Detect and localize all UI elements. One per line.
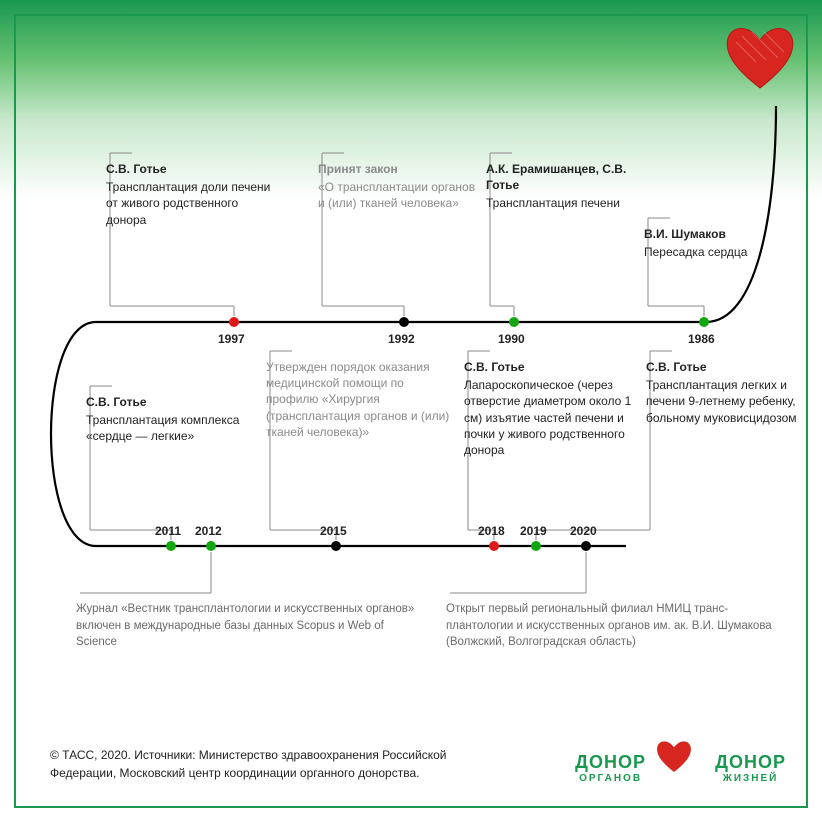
footer-credits: © ТАСС, 2020. Источники: Министерство зд…	[50, 746, 490, 782]
year-label: 1992	[388, 332, 415, 346]
logo-left: ДОНОР ОРГАНОВ	[575, 752, 646, 784]
event-title: С.В. Готье	[106, 161, 276, 177]
timeline-dot	[699, 317, 709, 327]
event-title: А.К. Ерамишанцев, С.В. Готье	[486, 161, 656, 193]
year-label: 2012	[195, 524, 222, 538]
diagram-canvas: 1997 1992 1990 1986 2011 2012 2015 2018 2019 2020…	[16, 16, 806, 806]
year-label: 2020	[570, 524, 597, 538]
event-text: Трансплантация комплекса «сердце — легки…	[86, 412, 241, 444]
event-title: С.В. Готье	[646, 359, 801, 375]
logo-right: ДОНОР ЖИЗНЕЙ	[715, 752, 786, 784]
heart-icon	[654, 739, 694, 778]
heart-icon	[722, 24, 798, 95]
year-label: 2015	[320, 524, 347, 538]
timeline-event: В.И. Шумаков Пересадка сердца	[644, 226, 794, 260]
timeline-event: Утвержден порядок оказа­ния медицинской …	[266, 359, 456, 440]
logo-sub: ЖИЗНЕЙ	[715, 773, 786, 784]
timeline-event: С.В. Готье Трансплантация легких и печени…	[646, 359, 801, 426]
timeline-event: А.К. Ерамишанцев, С.В. Готье Трансплантац…	[486, 161, 656, 212]
event-title: С.В. Готье	[464, 359, 639, 375]
timeline-dot	[581, 541, 591, 551]
event-title: В.И. Шумаков	[644, 226, 794, 242]
year-label: 1990	[498, 332, 525, 346]
year-label: 1997	[218, 332, 245, 346]
year-label: 2019	[520, 524, 547, 538]
event-text: Пересадка сердца	[644, 244, 794, 260]
logo-sub: ОРГАНОВ	[575, 773, 646, 784]
timeline-event: С.В. Готье Трансплантация комплекса «серд…	[86, 394, 241, 445]
timeline-dot	[331, 541, 341, 551]
timeline-dot	[229, 317, 239, 327]
event-text: Утвержден порядок оказа­ния медицинской …	[266, 359, 456, 440]
event-title: Принят закон	[318, 161, 478, 177]
event-text: Трансплантация печени	[486, 195, 656, 211]
timeline-dot	[489, 541, 499, 551]
year-label: 2011	[155, 524, 181, 538]
event-title: С.В. Готье	[86, 394, 241, 410]
timeline-dot	[166, 541, 176, 551]
timeline-dot	[399, 317, 409, 327]
timeline-dot	[206, 541, 216, 551]
event-text: Лапароскопическое (через отверстие диаме…	[464, 377, 639, 458]
timeline-dot	[531, 541, 541, 551]
timeline-dot	[509, 317, 519, 327]
timeline-event: С.В. Готье Трансплантация доли печени от …	[106, 161, 276, 228]
footnote-block: Журнал «Вестник трансплантологии и искус…	[76, 601, 416, 651]
event-text: Трансплантация легких и печени 9-летнему…	[646, 377, 801, 426]
year-label: 2018	[478, 524, 505, 538]
event-text: Трансплантация доли печени от живого род…	[106, 179, 276, 228]
year-label: 1986	[688, 332, 715, 346]
timeline-event: С.В. Готье Лапароскопическое (через отвер…	[464, 359, 639, 458]
footnote-block: Открыт первый региональный филиал НМИЦ т…	[446, 601, 786, 651]
timeline-event: Принят закон «О трансплантации органов и …	[318, 161, 478, 212]
logo-word: ДОНОР	[575, 752, 646, 773]
logo-word: ДОНОР	[715, 752, 786, 773]
event-text: «О трансплантации органов и (или) тканей…	[318, 179, 478, 211]
